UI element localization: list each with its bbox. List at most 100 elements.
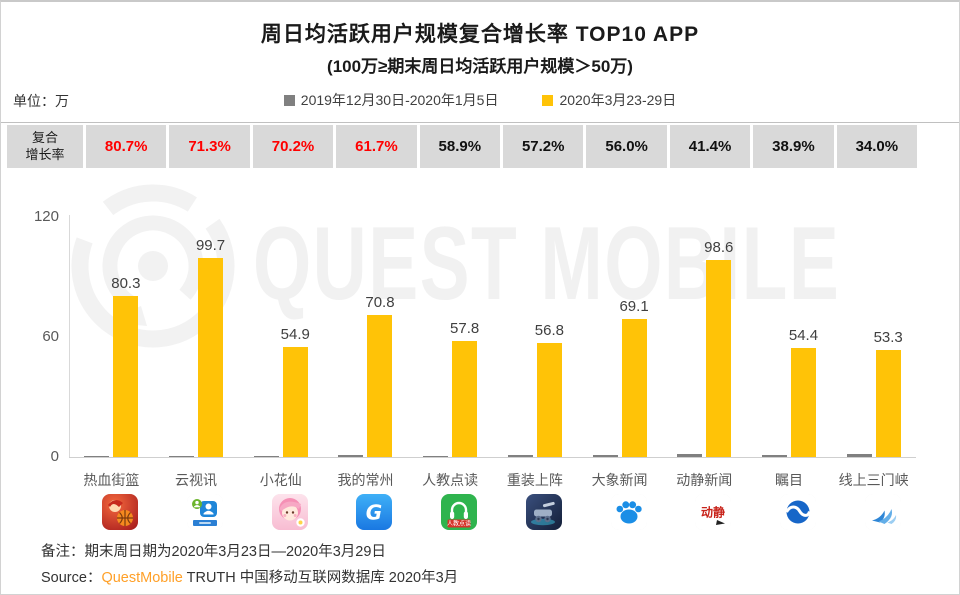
growth-rate-row: 复合 增长率 80.7% 71.3% 70.2% 61.7% 58.9% 57.2% 56.… <box>7 125 918 168</box>
unit-label: 单位：万 <box>13 93 69 109</box>
bar-group: 70.8 <box>323 217 408 457</box>
app-icon-cell <box>831 494 916 530</box>
bar-period-end: 53.3 <box>874 329 903 457</box>
legend-item-period-start: 2019年12月30日-2020年1月5日 <box>283 90 499 110</box>
growth-rate-cell: 71.3% <box>169 125 250 168</box>
category-label: 大象新闻 <box>591 472 648 488</box>
bar-period-start <box>761 454 787 457</box>
bar-group: 99.7 <box>154 217 239 457</box>
bar-period-end: 54.4 <box>789 327 818 457</box>
bar-period-end: 98.6 <box>704 239 733 457</box>
svg-text:G: G <box>366 501 382 525</box>
growth-rate-cell: 34.0% <box>836 125 918 168</box>
category-label: 瞩目 <box>774 472 803 488</box>
footer: 备注：期末周日期为2020年3月23日—2020年3月29日 Source：Qu… <box>41 539 458 591</box>
app-icon-daxiang-xinwen <box>610 494 647 530</box>
bar-period-start <box>423 455 449 457</box>
y-axis-line <box>69 215 70 457</box>
page-title: 周日均活跃用户规模复合增长率 TOP10 APP <box>260 23 700 46</box>
bar-period-start <box>84 455 110 457</box>
app-icons-row: G 人教点读 动静 <box>69 494 916 530</box>
category-label: 小花仙 <box>259 472 302 488</box>
source-line: Source：QuestMobile TRUTH 中国移动互联网数据库 2020… <box>41 565 458 591</box>
page-subtitle: (100万≥期末周日均活跃用户规模＞50万) <box>327 57 633 76</box>
app-icon-renjiao-diandu: 人教点读 <box>441 494 478 530</box>
category-label: 我的常州 <box>337 472 394 488</box>
bar-group: 98.6 <box>662 217 747 457</box>
y-axis-tick-label: 60 <box>42 328 59 345</box>
bar-period-start <box>677 453 703 457</box>
y-axis-tick-label: 0 <box>50 448 59 465</box>
app-icon-xianshang-sanmenxia <box>864 494 901 530</box>
bar-group: 56.8 <box>493 217 578 457</box>
bar-period-start <box>846 453 872 457</box>
legend-label-period-start: 2019年12月30日-2020年1月5日 <box>300 92 499 108</box>
bar-period-end: 70.8 <box>365 294 395 457</box>
app-icon-cell <box>238 494 323 530</box>
svg-text:动静: 动静 <box>701 505 725 520</box>
bar-period-end: 80.3 <box>111 275 140 457</box>
app-icon-xiao-hua-xian <box>271 494 308 530</box>
note-line: 备注：期末周日期为2020年3月23日—2020年3月29日 <box>41 544 386 560</box>
app-icon-cell <box>154 494 239 530</box>
category-label: 动静新闻 <box>676 472 733 488</box>
bar-group: 54.4 <box>747 217 832 457</box>
bar-group: 69.1 <box>577 217 662 457</box>
bar-period-start <box>253 455 279 457</box>
app-icon-cell <box>493 494 578 530</box>
bar-period-start <box>338 455 364 457</box>
bar-period-end: 57.8 <box>450 320 479 457</box>
bar-period-end: 56.8 <box>535 322 564 457</box>
bar-value-label: 99.7 <box>195 236 226 254</box>
plot-area: 80.3 99.7 54.9 70.8 57.8 56.8 69.1 98.6 54.4 53.3 <box>69 217 916 457</box>
chart-legend: 2019年12月30日-2020年1月5日 2020年3月23-29日 <box>1 90 959 110</box>
bar-period-end: 69.1 <box>619 298 649 457</box>
growth-rate-cell: 80.7% <box>86 125 167 168</box>
bar-period-start <box>507 455 533 457</box>
bar-group: 80.3 <box>69 217 154 457</box>
legend-swatch-yellow <box>542 94 554 106</box>
bar-value-label: 98.6 <box>704 238 734 256</box>
category-label: 重装上阵 <box>506 472 563 488</box>
app-icon-cell: 动静 <box>662 494 747 530</box>
app-icon-cell: 人教点读 <box>408 494 493 530</box>
source-brand: QuestMobile <box>101 570 183 586</box>
growth-rate-cell: 41.4% <box>669 125 751 168</box>
category-label: 云视讯 <box>175 472 218 488</box>
bar-period-start <box>169 455 195 457</box>
source-prefix: Source： <box>41 570 102 586</box>
category-label: 热血街篮 <box>83 472 140 488</box>
category-label: 线上三门峡 <box>838 472 909 488</box>
app-icon-yun-shixun <box>187 494 224 530</box>
growth-rate-cell: 56.0% <box>586 125 667 168</box>
horizontal-divider <box>1 122 959 123</box>
bar-group: 57.8 <box>408 217 493 457</box>
growth-rate-cell: 38.9% <box>753 125 834 168</box>
bar-group: 54.9 <box>238 217 323 457</box>
bar-value-label: 69.1 <box>619 297 649 315</box>
legend-swatch-gray <box>283 94 295 106</box>
bar-period-end: 54.9 <box>281 326 310 457</box>
app-icon-rexue-jielan <box>102 494 139 530</box>
bar-period-start <box>592 455 618 457</box>
growth-rate-cell: 70.2% <box>252 125 334 168</box>
app-icon-cell: G <box>323 494 408 530</box>
bar-value-label: 54.4 <box>788 327 819 345</box>
source-suffix: TRUTH 中国移动互联网数据库 2020年3月 <box>182 570 459 586</box>
growth-rate-cell: 57.2% <box>503 125 584 168</box>
x-axis-line <box>69 457 916 458</box>
bar-value-label: 80.3 <box>111 275 141 293</box>
app-icon-cell <box>747 494 832 530</box>
app-icon-dongjing-xinwen: 动静 <box>695 494 732 530</box>
app-icon-cell <box>577 494 662 530</box>
app-icon-zhumu <box>779 494 816 530</box>
svg-text:人教点读: 人教点读 <box>447 520 471 528</box>
bar-group: 53.3 <box>831 217 916 457</box>
app-icon-chongzhuang-shangzhen <box>525 494 562 530</box>
category-labels: 热血街篮 云视讯 小花仙 我的常州 人教点读 重装上阵 大象新闻 动静新闻 瞩目 线上三门峡 <box>69 470 916 490</box>
y-axis-tick-label: 120 <box>33 208 59 225</box>
app-icon-cell <box>69 494 154 530</box>
bar-value-label: 57.8 <box>450 320 480 338</box>
